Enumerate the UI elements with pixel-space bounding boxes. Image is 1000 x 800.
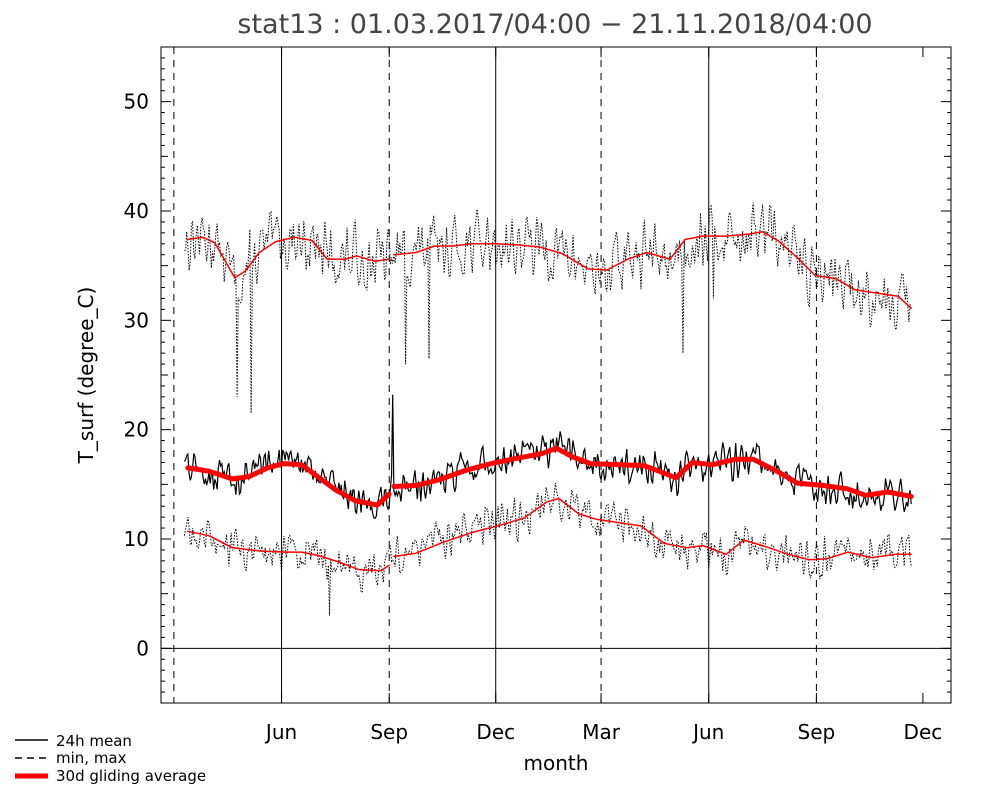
legend: 24h mean min, max 30d gliding average [15, 732, 206, 785]
chart-title: stat13 : 01.03.2017/04:00 − 21.11.2018/0… [237, 9, 872, 40]
x-tick-label: Jun [691, 720, 724, 744]
mean-30d-line [185, 461, 392, 508]
plot-area [161, 47, 951, 703]
daily-max-line [184, 202, 912, 414]
x-tick-label: Dec [904, 720, 943, 744]
x-tick-label: Sep [370, 720, 408, 744]
x-tick-label: Dec [476, 720, 515, 744]
x-axis-label: month [524, 751, 589, 775]
y-tick-label: 20 [124, 418, 149, 442]
min-30d-line [187, 530, 390, 572]
y-tick-label: 30 [124, 308, 149, 332]
y-axis: 0 10 20 30 40 50 [124, 46, 951, 704]
x-tick-label: Sep [798, 720, 836, 744]
max-30d-line [393, 231, 912, 310]
y-tick-label: 40 [124, 199, 149, 223]
min-30d-line [393, 497, 912, 561]
max-30d-line [187, 236, 390, 279]
daily-mean-line [183, 394, 912, 519]
daily-min-line [183, 483, 912, 616]
legend-label-minmax: min, max [56, 749, 127, 767]
legend-label-mean: 24h mean [56, 732, 132, 750]
x-tick-label: Jun [264, 720, 297, 744]
plot-frame [160, 46, 952, 704]
legend-label-gliding: 30d gliding average [56, 767, 206, 785]
y-tick-label: 0 [136, 636, 149, 660]
x-axis: Jun Sep Dec Mar Jun Sep Dec [264, 47, 942, 744]
y-tick-label: 50 [124, 90, 149, 114]
x-tick-label: Mar [582, 720, 621, 744]
mean-30d-line [391, 445, 914, 499]
y-axis-label: T_surf (degree_C) [74, 287, 98, 465]
y-tick-label: 10 [124, 527, 149, 551]
